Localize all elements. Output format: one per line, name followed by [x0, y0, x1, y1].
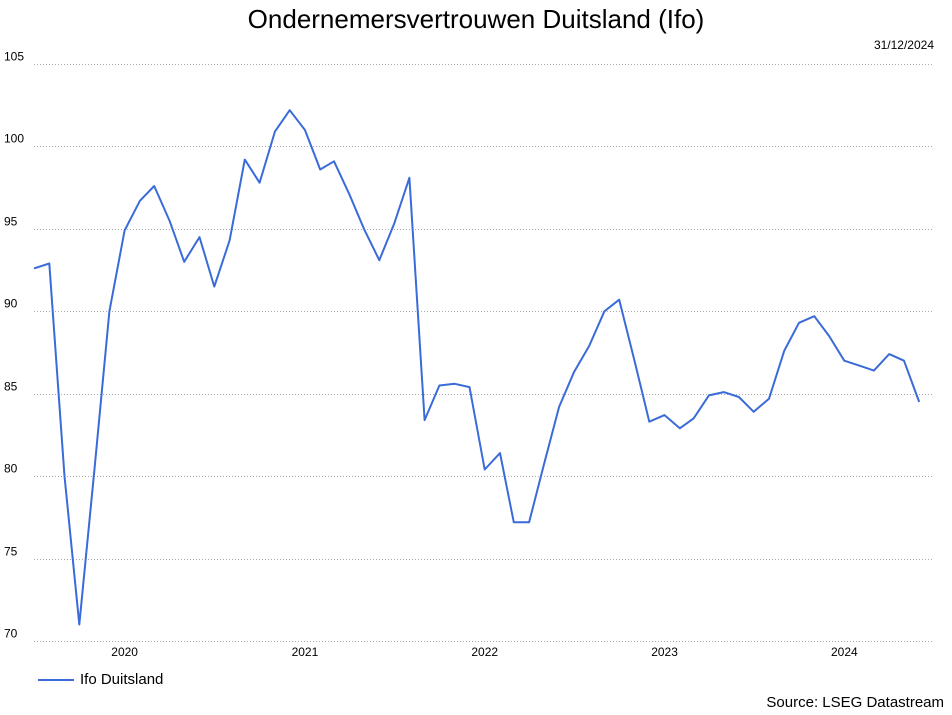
y-tick-label: 100	[4, 132, 24, 146]
y-tick-label: 75	[4, 545, 18, 559]
series-layer	[33, 109, 921, 626]
y-tick-label: 95	[4, 215, 18, 229]
y-tick-label: 80	[4, 462, 18, 476]
x-tick-label: 2023	[651, 645, 678, 659]
series-line-ifo-duitsland	[33, 109, 921, 626]
x-tick-label: 2022	[471, 645, 498, 659]
y-axis-ticks: 70 75 80 85 90 95 100 105	[4, 50, 24, 641]
legend: Ifo Duitsland	[38, 671, 163, 688]
y-tick-label: 90	[4, 297, 18, 311]
y-tick-label: 85	[4, 380, 18, 394]
y-tick-label: 70	[4, 627, 18, 641]
x-tick-label: 2024	[831, 645, 858, 659]
gridlines	[34, 64, 934, 642]
chart-title: Ondernemersvertrouwen Duitsland (Ifo)	[247, 4, 705, 34]
chart-date-label: 31/12/2024	[873, 38, 934, 52]
x-axis-ticks: 2020 2021 2022 2023 2024	[111, 645, 858, 659]
x-tick-label: 2020	[111, 645, 138, 659]
source-label: Source: LSEG Datastream	[766, 694, 944, 711]
y-tick-label: 105	[4, 50, 24, 64]
legend-label-ifo: Ifo Duitsland	[80, 671, 164, 688]
legend-swatch-ifo	[38, 678, 74, 681]
x-tick-label: 2021	[292, 645, 319, 659]
